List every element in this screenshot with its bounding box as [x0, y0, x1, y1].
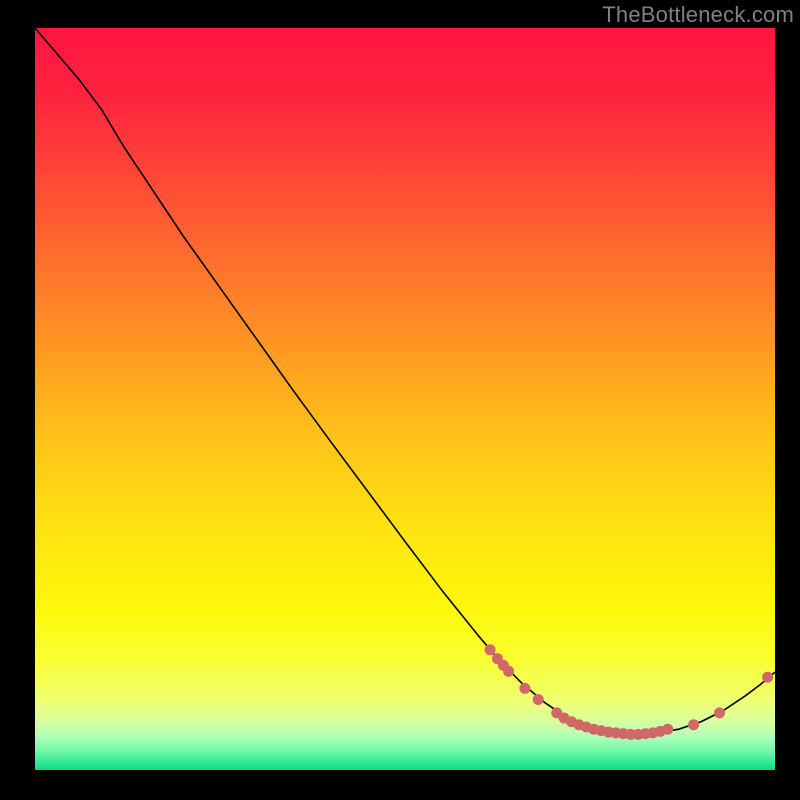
bottleneck-chart — [35, 28, 775, 770]
data-marker — [688, 719, 699, 730]
data-marker — [714, 707, 725, 718]
chart-frame: TheBottleneck.com — [0, 0, 800, 800]
data-marker — [533, 694, 544, 705]
data-marker — [485, 644, 496, 655]
data-marker — [662, 724, 673, 735]
data-marker — [519, 683, 530, 694]
data-marker — [503, 666, 514, 677]
data-marker — [762, 672, 773, 683]
watermark-text: TheBottleneck.com — [602, 2, 794, 28]
gradient-background — [35, 28, 775, 770]
